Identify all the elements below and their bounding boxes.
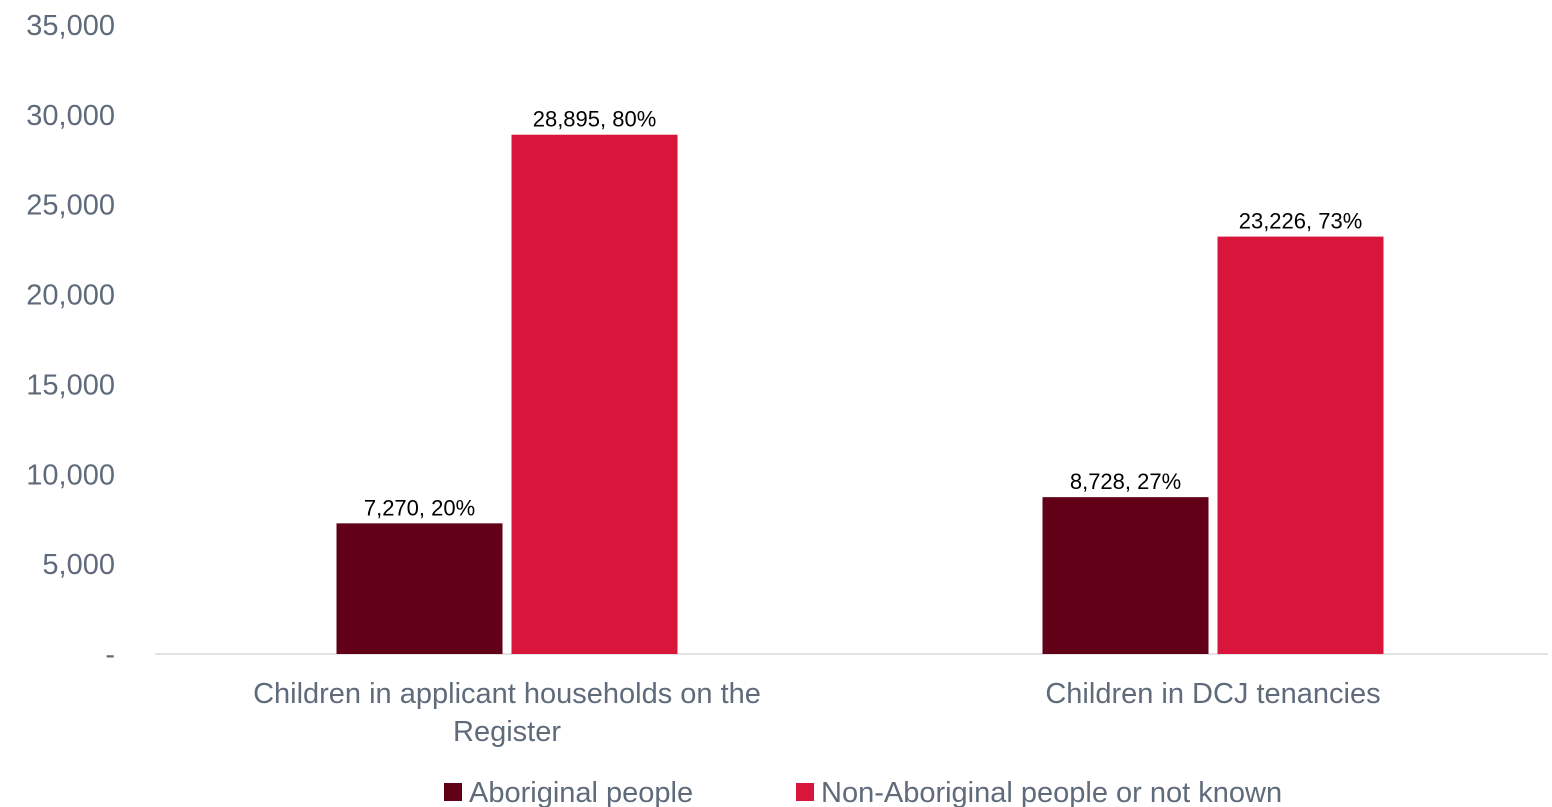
y-tick-label: 20,000 — [26, 280, 115, 312]
bars-group — [336, 134, 1384, 655]
y-tick-label: 35,000 — [26, 10, 115, 42]
legend-swatch — [444, 783, 462, 801]
bar-aboriginal — [1042, 497, 1209, 654]
y-tick-label: 15,000 — [26, 369, 115, 401]
bar-non-aboriginal — [511, 134, 678, 654]
x-axis: Children in applicant households on the R… — [253, 678, 1381, 748]
y-tick-label: 25,000 — [26, 190, 115, 222]
legend-swatch — [796, 783, 814, 801]
y-tick-label: 10,000 — [26, 459, 115, 491]
legend-label: Aboriginal people — [469, 777, 693, 807]
bar-aboriginal — [336, 523, 503, 654]
data-label: 7,270, 20% — [364, 495, 475, 520]
bar-non-aboriginal — [1217, 236, 1384, 655]
y-axis: - 5,000 10,000 15,000 20,000 25,000 30,000 35,0… — [26, 10, 115, 671]
y-tick-label: - — [105, 639, 115, 671]
x-category-label: Children in applicant households on the R… — [253, 678, 761, 748]
legend-label: Non-Aboriginal people or not known — [821, 777, 1282, 807]
data-labels-group: 7,270, 20% 8,728, 27% 28,895, 80% 23,226, 7… — [364, 107, 1362, 521]
data-label: 28,895, 80% — [533, 107, 657, 132]
legend: Aboriginal people Non-Aboriginal people o… — [444, 777, 1282, 807]
y-tick-label: 30,000 — [26, 100, 115, 132]
y-tick-label: 5,000 — [42, 549, 115, 581]
data-label: 8,728, 27% — [1070, 469, 1181, 494]
data-label: 23,226, 73% — [1239, 209, 1363, 234]
x-category-label: Children in DCJ tenancies — [1045, 678, 1380, 710]
